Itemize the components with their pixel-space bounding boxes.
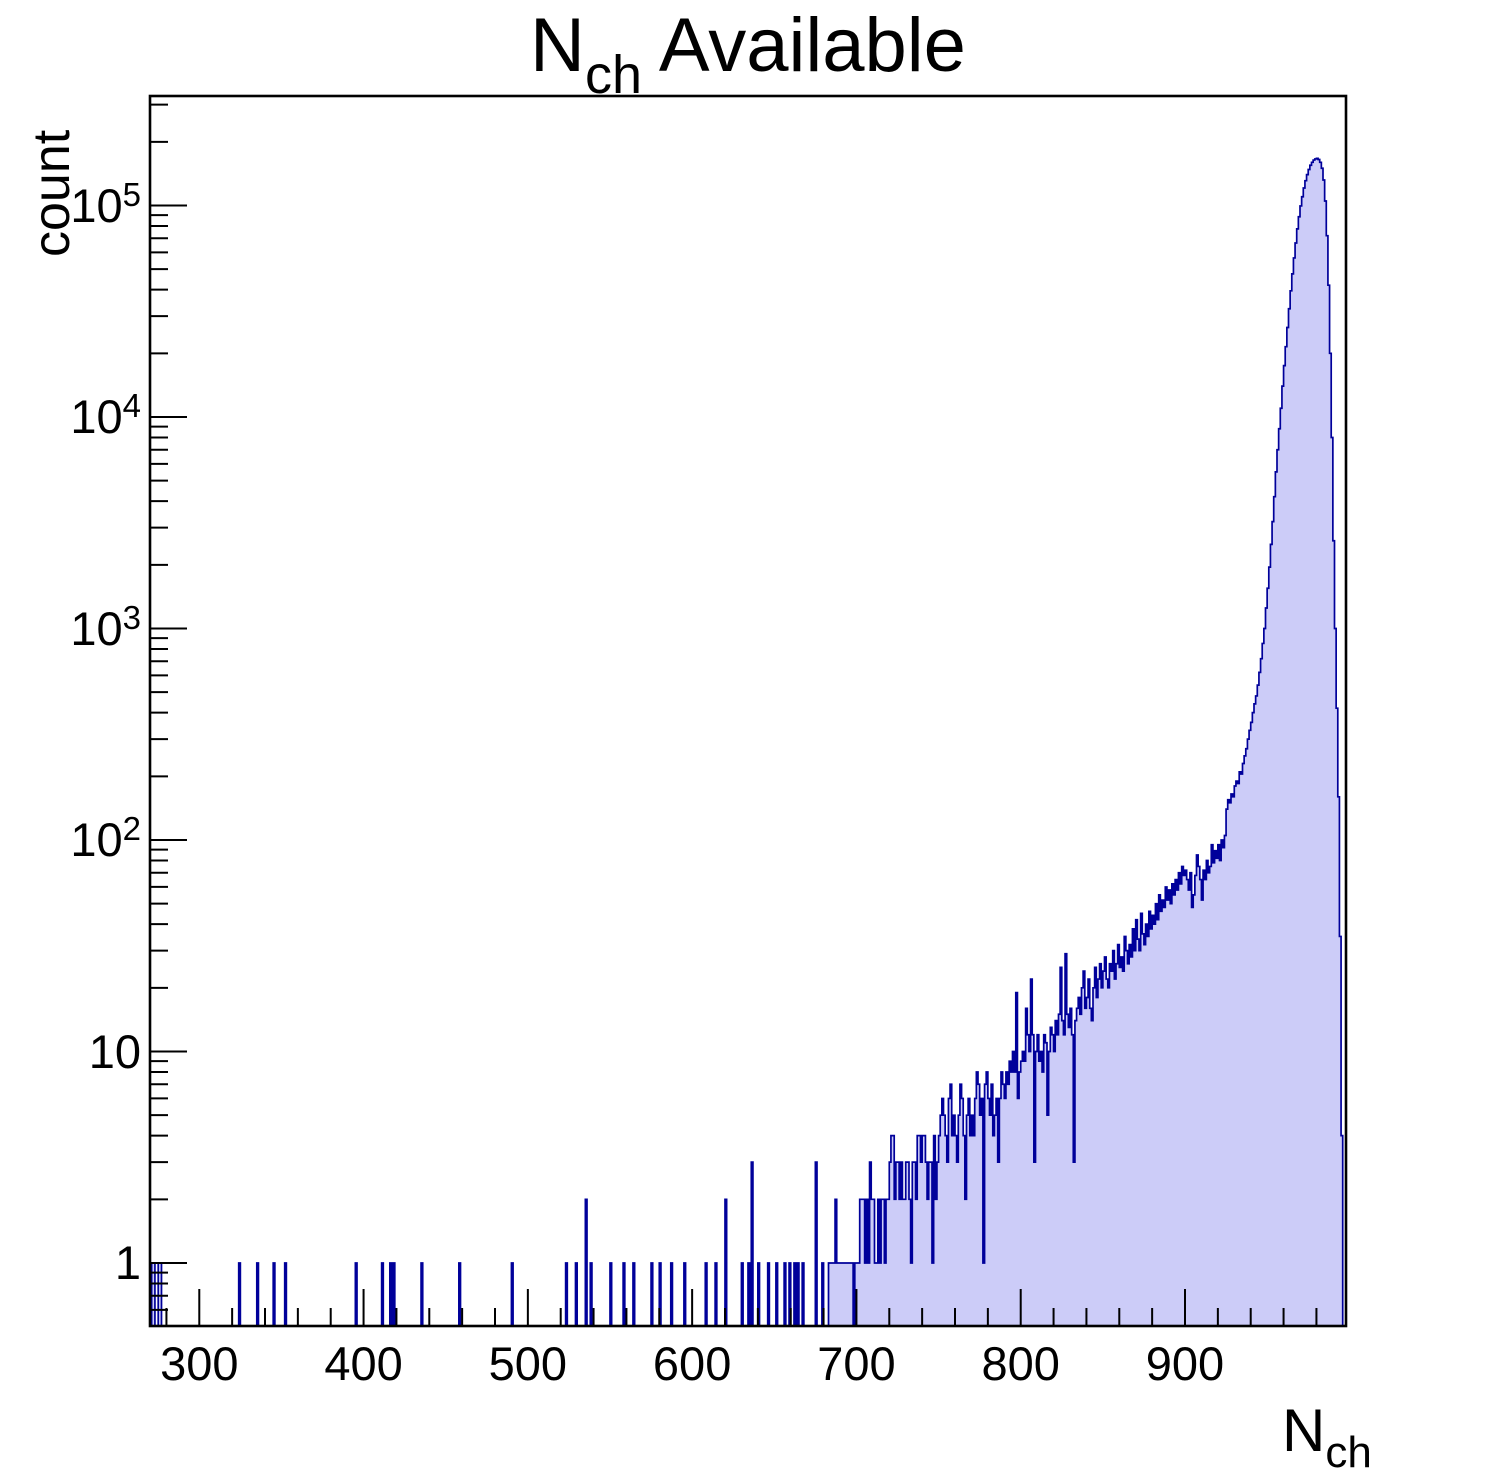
y-tick-exponent: 2 [122, 810, 141, 847]
x-tick-label: 600 [652, 1337, 732, 1390]
chart-title-sub: ch [584, 45, 642, 105]
y-tick-exponent: 5 [122, 175, 141, 213]
chart-title-base: N [530, 3, 585, 88]
y-tick-label: 102 [70, 810, 141, 866]
x-tick-label: 900 [1145, 1337, 1225, 1390]
y-tick-label: 104 [70, 387, 141, 443]
plot-frame [148, 94, 1348, 1328]
x-tick-label: 500 [488, 1337, 568, 1390]
y-tick-label: 105 [70, 175, 141, 232]
x-tick-label: 800 [981, 1337, 1060, 1390]
histogram-area [150, 157, 1344, 1327]
y-tick-exponent: 4 [122, 387, 141, 424]
chart-title: Nch Available [0, 2, 1496, 105]
chart-title-rest: Available [641, 3, 966, 88]
axis-ticks [150, 103, 1318, 1326]
y-tick-exponent: 3 [122, 598, 141, 636]
y-tick-label: 10 [88, 1024, 141, 1078]
y-tick-label: 103 [70, 598, 141, 655]
x-axis-title-base: N [1282, 1397, 1326, 1464]
x-tick-label: 400 [324, 1337, 403, 1390]
x-tick-label: 700 [817, 1337, 896, 1390]
x-axis-title-sub: ch [1325, 1428, 1372, 1472]
x-axis-title: Nch [1282, 1396, 1372, 1472]
y-tick-label: 1 [114, 1236, 141, 1289]
x-tick-label: 300 [160, 1337, 239, 1390]
